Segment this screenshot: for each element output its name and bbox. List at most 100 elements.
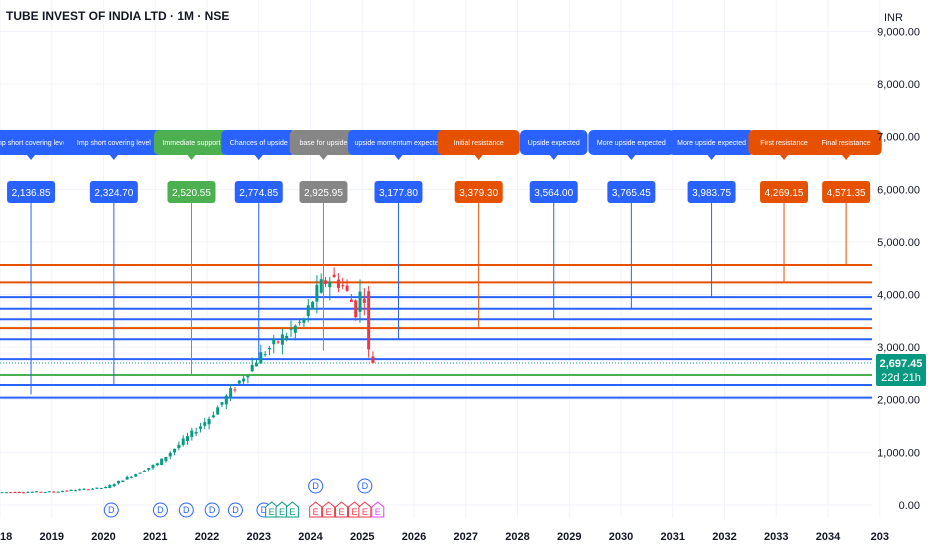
candle-body <box>263 354 267 356</box>
marker-shape <box>358 501 372 518</box>
candle-body <box>104 486 108 488</box>
y-tick-label: 2,000.00 <box>877 395 920 407</box>
annotation-value-text: 3,564.00 <box>534 188 573 199</box>
current-price-badge: 2,697.45 22d 21h <box>876 354 926 386</box>
marker-label: D <box>312 481 319 491</box>
currency-label: INR <box>884 12 903 24</box>
x-tick-label: 2030 <box>609 531 633 543</box>
x-tick-label: 2026 <box>402 531 426 543</box>
candle-body <box>129 476 133 478</box>
candles <box>0 267 375 494</box>
annotation-note-text: Imp short covering level <box>77 140 151 147</box>
marker-label: D <box>183 505 190 515</box>
annotation-note-bg <box>63 130 165 155</box>
marker-shape <box>309 501 323 518</box>
candle-body <box>125 476 129 480</box>
candle-body <box>108 485 112 488</box>
y-tick-label: 5,000.00 <box>877 237 920 249</box>
candle-body <box>30 491 34 493</box>
candle-body <box>272 338 276 345</box>
candle-body <box>177 444 181 448</box>
marker-label: E <box>339 507 345 517</box>
candle-body <box>151 465 155 468</box>
earnings-marker: E <box>371 501 385 518</box>
candle-body <box>358 291 362 312</box>
dividend-marker: D <box>357 478 373 494</box>
candle-body <box>211 415 215 418</box>
marker-shape <box>103 502 119 518</box>
annotation-note-text: Upside expected <box>528 140 580 147</box>
x-tick-label: 2034 <box>816 531 841 543</box>
candle-body <box>17 491 21 493</box>
marker-label: E <box>375 507 381 517</box>
x-tick-label: 2018 <box>0 531 12 543</box>
candle-body <box>48 491 52 493</box>
candle-body <box>86 489 90 491</box>
candle-body <box>134 474 138 477</box>
marker-shape <box>371 501 385 518</box>
annotation-value-bg <box>167 181 216 203</box>
candle-body <box>186 436 190 441</box>
annotation-note-bg <box>519 130 588 155</box>
candle-body <box>324 280 328 284</box>
x-tick-label: 2023 <box>247 531 271 543</box>
annotation-note-text: Final resistance <box>822 140 871 147</box>
candle-body <box>173 448 177 453</box>
x-tick-label: 2029 <box>557 531 581 543</box>
x-tick-label: 2032 <box>712 531 736 543</box>
candle-body <box>280 334 284 345</box>
candle-body <box>246 375 250 378</box>
candle-body <box>99 487 103 489</box>
annotation-value-bg <box>89 181 138 203</box>
x-tick-label: 2025 <box>350 531 374 543</box>
marker-label: E <box>279 507 285 517</box>
x-tick-label: 2031 <box>661 531 685 543</box>
annotation-value-bg <box>234 181 283 203</box>
candle-body <box>13 492 17 494</box>
annotation: More upside expected 3,765.45 <box>588 130 675 309</box>
y-tick-label: 4,000.00 <box>877 289 920 301</box>
x-tick-label: 2024 <box>298 531 323 543</box>
annotation-note-bg <box>154 130 229 155</box>
candle-body <box>91 488 95 490</box>
marker-label: D <box>157 505 164 515</box>
candle-body <box>9 492 13 494</box>
annotation: base for upside 2,925.95 <box>289 130 358 351</box>
annotation-note-bg <box>348 130 449 155</box>
candle-body <box>298 321 302 323</box>
candle-body <box>198 426 202 429</box>
annotation-value-bg <box>822 181 871 203</box>
x-axis[interactable]: 2018 2019 2020 2021 2022 2023 2024 2025 2026 2027… <box>0 531 889 543</box>
dividend-marker: D <box>178 502 194 518</box>
horizontal-levels <box>0 264 872 399</box>
annotation-value-text: 3,177.80 <box>379 188 418 199</box>
candle-body <box>82 488 86 490</box>
annotation-value-text: 3,765.45 <box>612 188 651 199</box>
marker-label: D <box>362 481 369 491</box>
x-tick-label: 2033 <box>764 531 788 543</box>
candle-body <box>22 492 26 494</box>
annotation-value-text: 2,774.85 <box>239 188 278 199</box>
annotation-note-pointer <box>842 155 851 160</box>
candle-body <box>138 472 142 474</box>
candle-body <box>293 325 297 333</box>
candle-body <box>26 492 30 494</box>
price-value: 2,697.45 <box>880 358 923 370</box>
annotation: More upside expected 3,983.75 <box>668 130 755 298</box>
y-axis[interactable]: 0.00 1,000.00 2,000.00 3,000.00 4,000.00 5,00… <box>877 27 920 512</box>
candle-body <box>69 489 73 491</box>
candle-body <box>95 487 99 489</box>
candle-body <box>194 432 198 434</box>
x-tick-label: 2021 <box>143 531 167 543</box>
annotation: First resistance 4,269.15 <box>748 130 820 283</box>
marker-label: E <box>269 507 275 517</box>
x-tick-label: 203 <box>871 531 889 543</box>
annotation-note-pointer <box>707 155 716 160</box>
annotation-note-bg <box>668 130 755 155</box>
candle-body <box>112 484 116 487</box>
y-tick-label: 9,000.00 <box>877 27 920 39</box>
y-tick-label: 3,000.00 <box>877 342 920 354</box>
price-countdown: 22d 21h <box>881 372 921 384</box>
annotation-note-pointer <box>394 155 403 160</box>
